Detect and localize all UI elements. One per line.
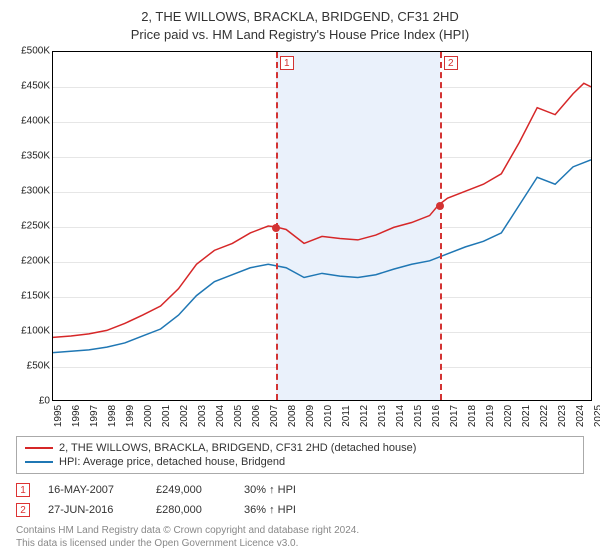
y-tick-label: £150K [8,291,50,302]
y-tick-label: £450K [8,81,50,92]
x-tick-label: 2017 [449,405,460,427]
x-tick-label: 2013 [377,405,388,427]
title-line-2: Price paid vs. HM Land Registry's House … [8,26,592,44]
x-tick-label: 2004 [215,405,226,427]
chart-container: 2, THE WILLOWS, BRACKLA, BRIDGEND, CF31 … [0,0,600,560]
sale-row: 2 27-JUN-2016 £280,000 36% ↑ HPI [16,500,584,520]
sales-list: 1 16-MAY-2007 £249,000 30% ↑ HPI 2 27-JUN-201… [16,480,584,520]
sale-price: £249,000 [156,484,226,496]
series-hpi [53,160,591,353]
x-tick-label: 2010 [323,405,334,427]
x-tick-label: 2016 [431,405,442,427]
legend-row: HPI: Average price, detached house, Brid… [25,455,575,469]
x-tick-label: 2021 [521,405,532,427]
sale-date: 27-JUN-2016 [48,504,138,516]
marker-line [440,52,442,400]
x-tick-label: 2022 [539,405,550,427]
x-tick-label: 2012 [359,405,370,427]
legend-swatch [25,447,53,449]
x-tick-label: 2008 [287,405,298,427]
x-tick-label: 2020 [503,405,514,427]
footnote-line-1: Contains HM Land Registry data © Crown c… [16,524,584,537]
x-tick-label: 2003 [197,405,208,427]
title-line-1: 2, THE WILLOWS, BRACKLA, BRIDGEND, CF31 … [8,8,592,26]
x-tick-label: 2006 [251,405,262,427]
sale-price: £280,000 [156,504,226,516]
footnote: Contains HM Land Registry data © Crown c… [16,524,584,550]
sale-delta: 30% ↑ HPI [244,484,296,496]
sale-delta: 36% ↑ HPI [244,504,296,516]
line-series-svg [53,52,591,400]
x-tick-label: 2011 [341,405,352,427]
x-tick-label: 1997 [89,405,100,427]
y-tick-label: £250K [8,221,50,232]
x-tick-label: 2001 [161,405,172,427]
x-tick-label: 2025 [593,405,600,427]
y-tick-label: £50K [8,361,50,372]
y-tick-label: £350K [8,151,50,162]
y-tick-label: £400K [8,116,50,127]
x-tick-label: 1995 [53,405,64,427]
y-tick-label: £100K [8,326,50,337]
legend-row: 2, THE WILLOWS, BRACKLA, BRIDGEND, CF31 … [25,441,575,455]
legend-label: 2, THE WILLOWS, BRACKLA, BRIDGEND, CF31 … [59,442,416,454]
x-tick-label: 1999 [125,405,136,427]
chart-title: 2, THE WILLOWS, BRACKLA, BRIDGEND, CF31 … [8,8,592,43]
legend-swatch [25,461,53,463]
plot-region: 1995199619971998199920002001200220032004… [52,51,592,401]
y-tick-label: £300K [8,186,50,197]
sale-date: 16-MAY-2007 [48,484,138,496]
x-tick-label: 2007 [269,405,280,427]
sale-badge: 2 [16,503,30,517]
marker-badge: 2 [444,56,458,70]
sale-badge: 1 [16,483,30,497]
x-tick-label: 2002 [179,405,190,427]
x-tick-label: 2014 [395,405,406,427]
x-tick-label: 2019 [485,405,496,427]
legend: 2, THE WILLOWS, BRACKLA, BRIDGEND, CF31 … [16,436,584,474]
y-tick-label: £500K [8,46,50,57]
x-tick-label: 2015 [413,405,424,427]
x-tick-label: 2005 [233,405,244,427]
x-tick-label: 2023 [557,405,568,427]
x-tick-label: 1998 [107,405,118,427]
sale-row: 1 16-MAY-2007 £249,000 30% ↑ HPI [16,480,584,500]
chart-area: £0 £50K £100K £150K £200K £250K £300K £350K £400… [8,51,592,416]
y-tick-label: £200K [8,256,50,267]
x-tick-label: 2018 [467,405,478,427]
marker-badge: 1 [280,56,294,70]
x-tick-label: 2000 [143,405,154,427]
legend-label: HPI: Average price, detached house, Brid… [59,456,285,468]
footnote-line-2: This data is licensed under the Open Gov… [16,537,584,550]
x-tick-label: 2009 [305,405,316,427]
x-tick-label: 2024 [575,405,586,427]
y-tick-label: £0 [8,396,50,407]
marker-dot [272,224,280,232]
marker-dot [436,202,444,210]
series-price_paid [53,83,591,337]
x-tick-label: 1996 [71,405,82,427]
